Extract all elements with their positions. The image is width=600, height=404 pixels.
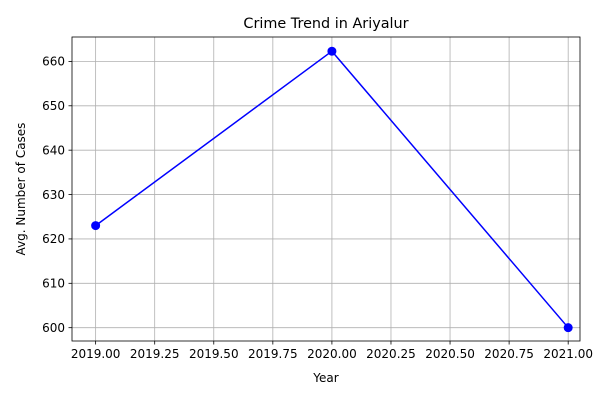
x-tick-label: 2019.25 (130, 347, 180, 361)
axis-ticks: 2019.00 2019.25 2019.50 2019.75 2020.00 2020.… (42, 55, 593, 361)
grid-lines (72, 37, 580, 341)
x-tick-label: 2019.00 (71, 347, 121, 361)
data-point (91, 221, 101, 231)
y-tick-label: 620 (42, 232, 65, 246)
y-tick-label: 640 (42, 143, 65, 157)
x-tick-label: 2019.75 (248, 347, 298, 361)
x-tick-label: 2020.50 (425, 347, 475, 361)
chart-title: Crime Trend in Ariyalur (243, 16, 408, 32)
x-tick-label: 2019.50 (189, 347, 239, 361)
y-tick-label: 610 (42, 277, 65, 291)
x-tick-label: 2020.25 (366, 347, 416, 361)
series-layer (91, 46, 573, 333)
y-tick-label: 650 (42, 99, 65, 113)
x-tick-label: 2021.00 (543, 347, 593, 361)
y-axis-label: Avg. Number of Cases (14, 123, 28, 256)
plot-area-frame (71, 36, 581, 342)
y-tick-label: 660 (42, 55, 65, 69)
x-tick-label: 2020.75 (484, 347, 534, 361)
data-point (327, 46, 337, 56)
x-tick-label: 2020.00 (307, 347, 357, 361)
data-point (563, 323, 573, 333)
y-tick-label: 600 (42, 321, 65, 335)
x-axis-label: Year (312, 371, 338, 385)
y-tick-label: 630 (42, 188, 65, 202)
